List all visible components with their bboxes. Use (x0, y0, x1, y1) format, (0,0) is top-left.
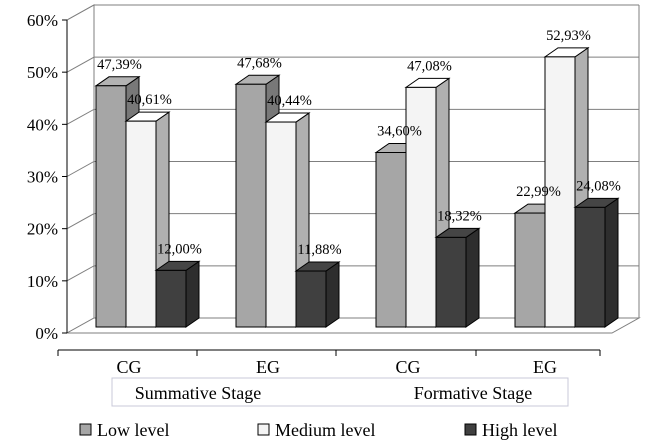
legend-label: Low level (97, 420, 169, 440)
y-tick-label: 20% (27, 220, 58, 239)
bar-front (405, 86, 437, 328)
bar (573, 197, 620, 328)
y-tick-label: 50% (27, 63, 58, 82)
bar-front (95, 85, 127, 328)
bar-front (435, 236, 467, 328)
bar-front (295, 270, 327, 328)
bar (404, 77, 451, 328)
y-tick-label: 30% (27, 168, 58, 187)
bar-front (574, 206, 606, 328)
bar-front (265, 121, 297, 328)
group-label-box (111, 377, 569, 407)
data-label: 24,08% (576, 178, 621, 194)
data-label: 22,99% (516, 184, 561, 200)
category-label: EG (256, 357, 280, 377)
data-label: 11,88% (297, 242, 341, 258)
gridlines (66, 4, 639, 282)
bar-front (544, 56, 576, 328)
bar-side (465, 227, 480, 328)
data-label: 18,32% (437, 208, 482, 224)
bar-side (185, 260, 200, 328)
bar-front (514, 212, 546, 328)
legend-swatch (79, 423, 92, 436)
legend: Low level Medium level High level (79, 420, 557, 440)
legend-swatch (464, 423, 477, 436)
y-tick-label: 10% (27, 272, 58, 291)
category-label: CG (116, 357, 141, 377)
data-label: 12,00% (157, 241, 202, 257)
gridline (66, 4, 639, 21)
bars (94, 46, 620, 328)
y-axis: 0% 10% 20% 30% 40% 50% 60% (27, 11, 68, 343)
legend-label: High level (482, 420, 557, 440)
bar-front (235, 83, 267, 328)
data-label: 34,60% (377, 124, 422, 140)
x-axis: CG EG CG EG Summative Stage Formative Stage (57, 349, 601, 407)
bar-side (604, 197, 619, 328)
gridline (66, 108, 639, 125)
group-label: Summative Stage (135, 383, 261, 403)
data-labels: 47,39% 40,61% 12,00% 47,68% 40,44% 11,88% 34,6… (97, 28, 621, 258)
gridline (66, 213, 639, 230)
gridline (66, 161, 639, 177)
legend-label: Medium level (275, 420, 375, 440)
data-label: 47,39% (97, 57, 142, 73)
data-label: 47,08% (407, 58, 452, 74)
bar (154, 260, 201, 328)
bar-side (325, 261, 340, 328)
bar (124, 111, 171, 328)
category-label: CG (395, 357, 420, 377)
bar-front (375, 152, 407, 328)
bar (434, 227, 481, 328)
data-label: 40,44% (267, 93, 312, 109)
y-tick-label: 40% (27, 115, 58, 134)
data-label: 40,61% (127, 92, 172, 108)
y-tick-label: 60% (27, 11, 58, 30)
y-tick-label: 0% (35, 324, 58, 343)
bar (294, 261, 341, 328)
data-label: 47,68% (237, 55, 282, 71)
group-label: Formative Stage (414, 383, 532, 403)
bar-front (125, 120, 157, 328)
legend-swatch (257, 423, 270, 436)
gridline (66, 56, 639, 73)
bar-front (155, 269, 187, 328)
category-label: EG (533, 357, 557, 377)
data-label: 52,93% (546, 28, 591, 44)
